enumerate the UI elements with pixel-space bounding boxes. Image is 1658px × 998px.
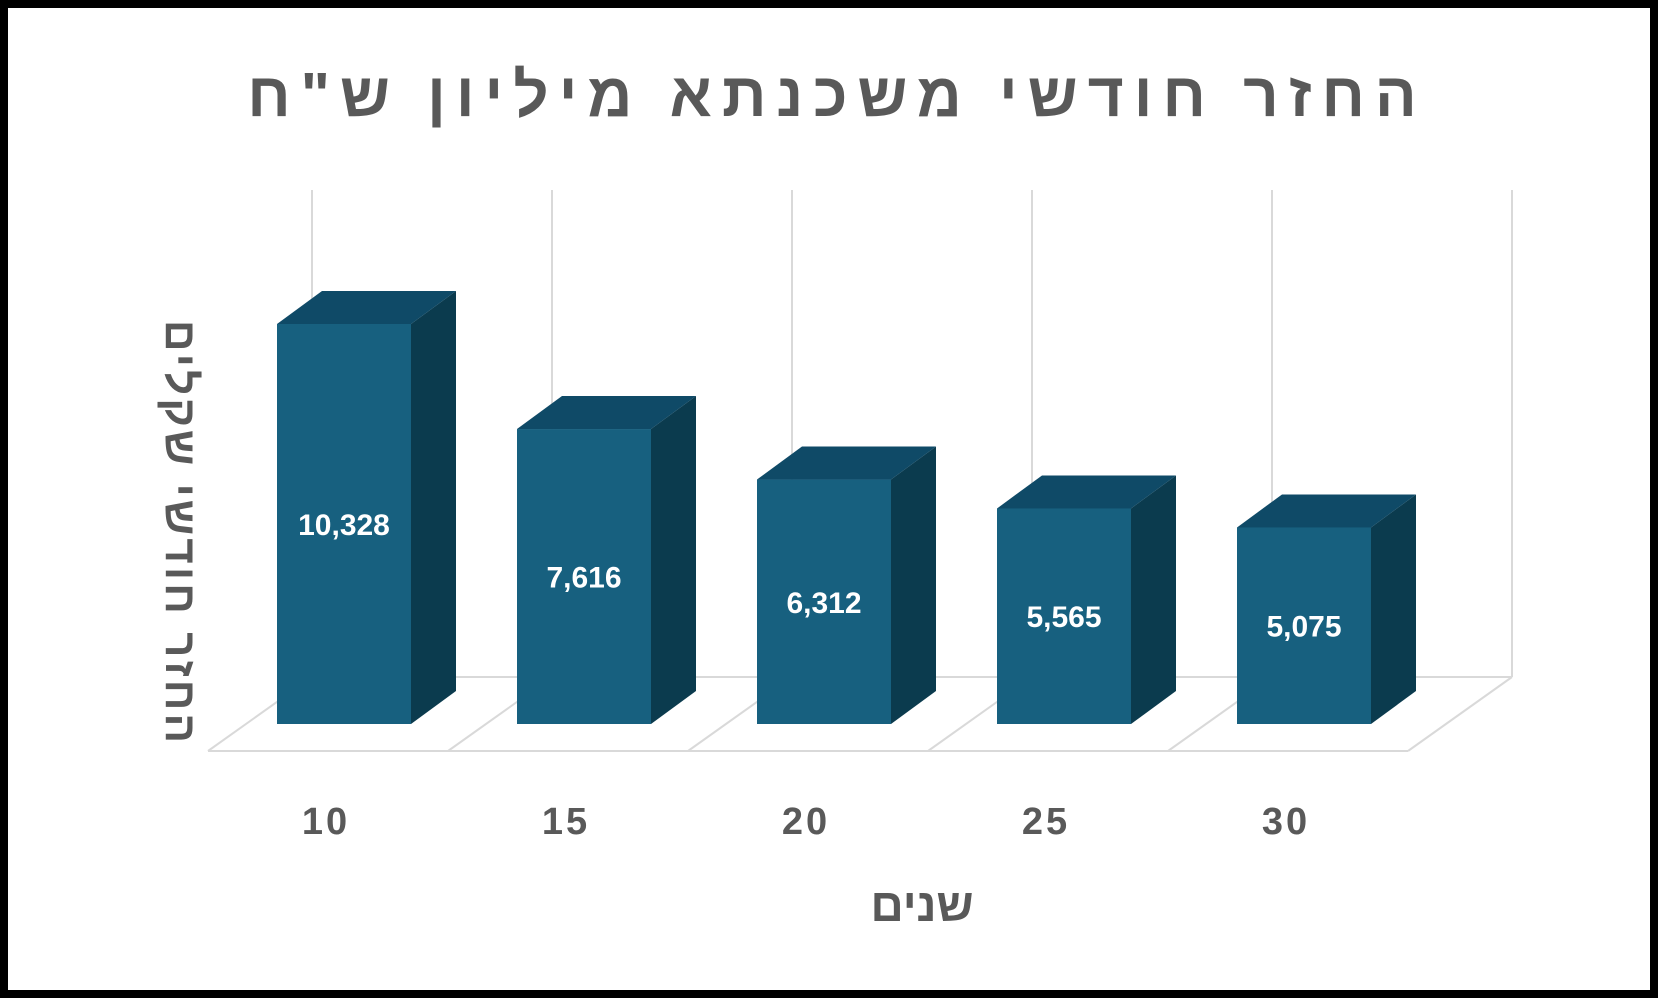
bar-front-face [517, 429, 651, 724]
x-tick-labels: 10 15 20 25 30 [302, 801, 1310, 843]
x-axis-label: שנים [870, 879, 974, 931]
bar-side-face [651, 396, 696, 724]
bar-front-face [757, 479, 891, 724]
bar-side-face [411, 291, 456, 724]
bar-side-face [1371, 494, 1416, 724]
x-tick-label: 30 [1262, 801, 1310, 843]
floor-depth-line [1407, 676, 1513, 752]
bar-top-face [1237, 494, 1416, 528]
data-label: 5,075 [1266, 611, 1341, 644]
bar-20: 6,312 [757, 446, 936, 724]
bar-side-face [891, 446, 936, 724]
x-tick-label: 10 [302, 801, 350, 843]
bar-top-face [277, 291, 456, 324]
data-label: 6,312 [786, 587, 861, 620]
x-tick-label: 20 [782, 801, 830, 843]
data-label: 10,328 [298, 509, 390, 542]
bar-15: 7,616 [517, 396, 696, 724]
bar-front-face [277, 324, 411, 724]
bar-chart: 10,328 7,616 6,312 5,565 5,075 10 15 20 25 30 [207, 190, 1513, 843]
bar-front-face [1237, 527, 1371, 724]
x-tick-label: 25 [1022, 801, 1070, 843]
bar-25: 5,565 [997, 475, 1176, 724]
x-tick-label: 15 [542, 801, 590, 843]
bar-top-face [517, 396, 696, 430]
bar-top-face [757, 446, 936, 480]
chart-title: החזר חודשי משכנתא מיליון ש"ח [247, 61, 1427, 130]
bar-side-face [1131, 475, 1176, 724]
bars: 10,328 7,616 6,312 5,565 5,075 [277, 291, 1416, 724]
bar-10: 10,328 [277, 291, 456, 724]
data-label: 7,616 [546, 562, 621, 595]
data-label: 5,565 [1026, 601, 1101, 634]
bar-top-face [997, 475, 1176, 509]
bar-front-face [997, 508, 1131, 724]
bar-30: 5,075 [1237, 494, 1416, 724]
